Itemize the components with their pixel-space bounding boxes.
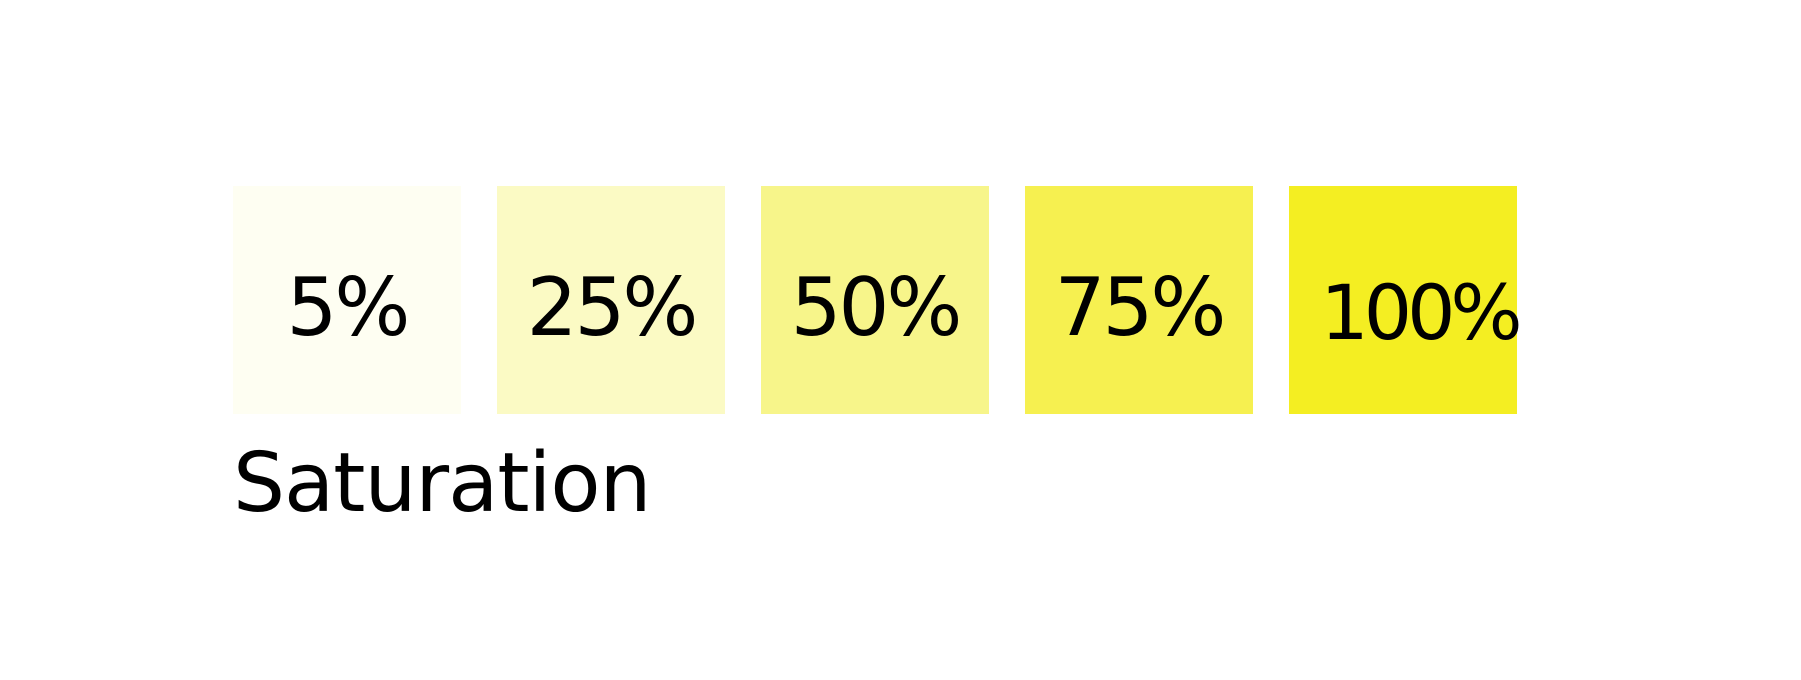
swatch-label: 25% [526,260,699,354]
swatch-75-percent: 75% [1025,186,1253,414]
swatch-5-percent: 5% [233,186,461,414]
swatch-50-percent: 50% [761,186,989,414]
saturation-swatch-row: 5% 25% 50% 75% 100% [233,186,1523,414]
swatch-label: 5% [286,260,411,354]
swatch-100-percent: 100% [1289,186,1523,414]
swatch-label: 75% [1054,260,1227,354]
saturation-caption: Saturation [233,436,651,531]
swatch-label: 100% [1320,267,1522,357]
swatch-label: 50% [790,260,963,354]
swatch-25-percent: 25% [497,186,725,414]
